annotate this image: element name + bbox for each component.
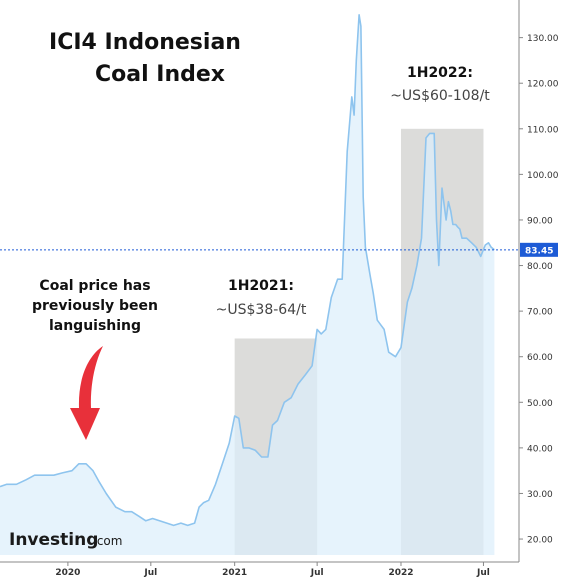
- y-tick-label: 40.00: [527, 444, 553, 454]
- note-line-2: previously been: [32, 298, 158, 314]
- logo-brand: Investing: [9, 530, 98, 550]
- y-tick-label: 100.00: [527, 171, 559, 181]
- y-tick-label: 130.00: [527, 34, 559, 44]
- last-value-badge: 83.45: [520, 242, 558, 257]
- x-axis: 2020 Jul 2021 Jul 2022 Jul: [0, 561, 519, 578]
- y-tick-label: 120.00: [527, 80, 559, 90]
- x-tick-label: 2020: [55, 568, 80, 578]
- y-tick-label: 90.00: [527, 216, 553, 226]
- annotation-1h2021-range: ~US$38-64/t: [216, 302, 307, 318]
- last-value-badge-bg: [520, 242, 558, 257]
- note-line-3: languishing: [49, 318, 141, 334]
- y-tick-label: 110.00: [527, 125, 559, 135]
- annotation-1h2022: 1H2022: ~US$60-108/t: [390, 65, 490, 104]
- y-tick-label: 30.00: [527, 490, 553, 500]
- price-line: [0, 14, 495, 527]
- note-line-1: Coal price has: [39, 278, 150, 294]
- investing-logo: Investing .com: [9, 530, 122, 550]
- chart-title: ICI4 Indonesian Coal Index: [49, 30, 241, 87]
- curved-arrow-icon: [70, 346, 103, 440]
- y-tick-label: 20.00: [527, 536, 553, 546]
- annotation-1h2022-label: 1H2022:: [407, 65, 473, 81]
- languishing-note: Coal price has previously been languishi…: [32, 278, 158, 334]
- x-tick-label: Jul: [143, 568, 157, 578]
- chart-title-line-1: ICI4 Indonesian: [49, 30, 241, 55]
- x-tick-label: Jul: [310, 568, 324, 578]
- x-tick-label: 2022: [388, 568, 413, 578]
- price-area: [0, 14, 495, 556]
- y-tick-label: 60.00: [527, 353, 553, 363]
- logo-suffix: .com: [93, 534, 122, 548]
- annotation-1h2021: 1H2021: ~US$38-64/t: [216, 278, 307, 318]
- y-tick-label: 70.00: [527, 308, 553, 318]
- y-tick-label: 80.00: [527, 262, 553, 272]
- y-tick-label: 50.00: [527, 399, 553, 409]
- annotation-1h2021-label: 1H2021:: [228, 278, 294, 294]
- chart-title-line-2: Coal Index: [95, 62, 225, 87]
- annotation-1h2022-range: ~US$60-108/t: [390, 88, 490, 104]
- price-area-fill: [0, 14, 495, 556]
- y-axis: 20.00 30.00 40.00 50.00 60.00 70.00 80.00 90.00…: [518, 0, 559, 562]
- last-value-text: 83.45: [525, 246, 553, 256]
- x-tick-label: Jul: [476, 568, 490, 578]
- x-tick-label: 2021: [222, 568, 247, 578]
